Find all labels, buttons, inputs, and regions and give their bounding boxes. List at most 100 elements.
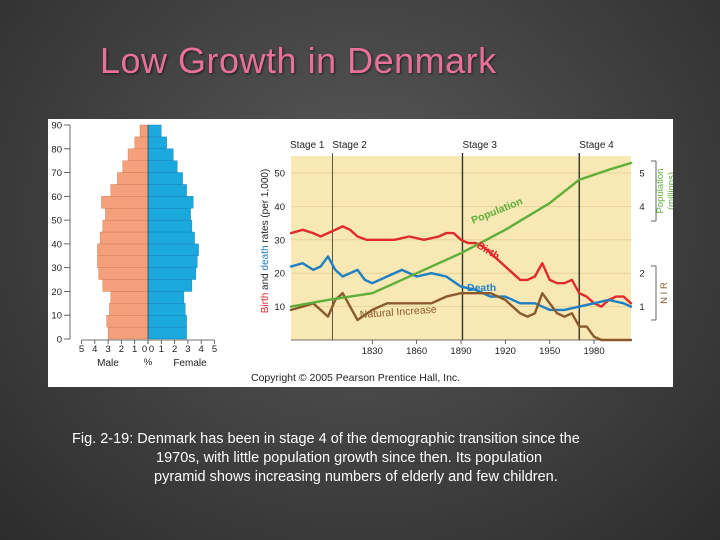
figure-caption: Fig. 2-19: Denmark has been in stage 4 o… [72,430,672,487]
male-bar [102,219,149,233]
demographic-transition-chart: Stage 1 Stage 2 Stage 3 Stage 41020304050Bi… [260,140,673,357]
pyramid-x-tick-label: 4 [92,344,97,355]
pyramid-x-tick-label: 0 [149,344,154,355]
male-bar [110,184,149,197]
stage-label: Stage 2 [332,140,367,151]
female-bar [147,172,183,185]
pyramid-x-tick-label: 5 [212,344,217,355]
left-axis-tick-label: 10 [274,302,285,313]
pyramid-y-tick-label: 10 [51,311,62,322]
female-bar [147,148,174,161]
caption-line: pyramid shows increasing numbers of elde… [154,469,558,485]
female-bar [147,160,178,173]
left-axis-label-part: rates (per 1,000) [260,169,271,246]
male-bar [127,148,149,161]
slide-title: Low Growth in Denmark [100,40,497,81]
female-bar [147,124,162,138]
female-bar [147,255,198,268]
pyramid-x-tick-label: 2 [172,344,177,355]
pyramid-male-label: Male [97,358,119,369]
population-axis-label-line: Population [655,169,666,214]
pyramid-x-tick-label: 2 [119,344,124,355]
male-bar [117,172,149,185]
stage-background [291,156,631,340]
female-bar [147,303,186,316]
male-bar [110,291,149,304]
male-bar [102,279,149,292]
copyright-notice: Copyright © 2005 Pearson Prentice Hall, … [251,372,460,384]
pyramid-y-tick-label: 40 [51,239,62,250]
series-line-population [289,161,633,308]
female-bar [147,196,194,209]
male-bar [97,255,149,268]
pyramid-y-tick-label: 0 [57,335,62,346]
pyramid-percent-label: % [144,357,153,368]
left-axis-label-part: death [260,245,271,270]
natural-increase-series-label: Natural Increase [359,304,437,321]
left-axis-tick-label: 20 [274,269,285,280]
female-bar [147,231,195,245]
female-bar [147,326,187,340]
female-bar [147,315,187,328]
left-axis-label-part: Birth [260,293,271,314]
pyramid-y-tick-label: 80 [51,144,62,155]
x-tick-label: 1920 [495,346,516,357]
pyramid-y-tick-label: 50 [51,216,62,227]
left-axis-tick-label: 30 [274,235,285,246]
male-bar [101,196,149,209]
pyramid-x-tick-label: 1 [132,344,137,355]
female-bar [147,136,167,149]
series-line-death [289,255,633,312]
female-bar [147,267,197,280]
population-axis-label: Population(millions) [655,169,673,214]
x-tick-label: 1950 [539,346,560,357]
female-bar [147,279,193,292]
male-bar [106,315,149,328]
pyramid-x-tick-label: 3 [185,344,190,355]
left-axis-tick-label: 50 [274,169,285,180]
nir-axis-tick-label: 2 [639,269,644,280]
male-bar [105,208,149,221]
male-bar [109,303,149,316]
female-bar [147,243,199,256]
male-bar [139,124,149,138]
series-line-natural-increase [289,292,633,342]
stage-label: Stage 1 [290,140,325,151]
pyramid-y-tick-label: 20 [51,287,62,298]
series-line-birth [289,225,633,308]
x-tick-label: 1830 [362,346,383,357]
pyramid-x-tick-label: 5 [79,344,84,355]
male-bar [99,231,149,245]
x-tick-label: 1980 [583,346,604,357]
pyramid-y-tick-label: 30 [51,263,62,274]
caption-line: Fig. 2-19: Denmark has been in stage 4 o… [72,431,580,447]
left-axis-label: Birth and death rates (per 1,000) [260,169,271,314]
male-bar [134,136,149,149]
population-axis-tick-label: 5 [639,169,644,180]
pyramid-female-label: Female [173,358,207,369]
male-bar [122,160,149,173]
nir-axis-tick-label: 1 [639,302,644,313]
left-axis-label-part: and [260,270,271,292]
pyramid-x-tick-label: 0 [142,344,147,355]
pyramid-y-tick-label: 70 [51,168,62,179]
death-series-label: Death [467,282,496,294]
female-bar [147,208,191,221]
left-axis-tick-label: 40 [274,202,285,213]
x-tick-label: 1860 [406,346,427,357]
pyramid-x-tick-label: 3 [105,344,110,355]
population-axis-tick-label: 4 [639,202,644,213]
stage-label: Stage 3 [462,140,497,151]
male-bar [98,267,149,280]
pyramid-x-tick-label: 1 [159,344,164,355]
population-axis-label-line: (millions) [666,172,673,210]
male-bar [107,326,149,340]
pyramid-x-tick-label: 4 [199,344,204,355]
female-bar [147,219,193,233]
caption-line: 1970s, with little population growth sin… [156,450,543,466]
nir-axis-label: N I R [659,282,670,304]
figure-panel: 0 10 20 30 40 50 60 70 80 90 5 4 3 2 1 0 0 1 2 3 4 5 Male% Fema… [48,119,673,387]
stage-label: Stage 4 [579,140,614,151]
